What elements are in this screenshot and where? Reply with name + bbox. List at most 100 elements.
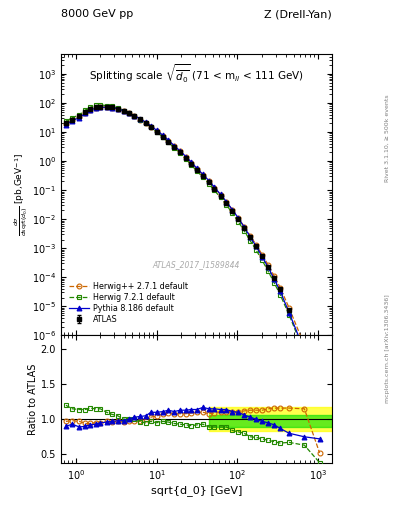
Herwig 7.2.1 default — [317, 362, 322, 368]
Herwig 7.2.1 default — [172, 144, 176, 151]
Text: mcplots.cern.ch [arXiv:1306.3436]: mcplots.cern.ch [arXiv:1306.3436] — [385, 294, 390, 402]
Pythia 8.186 default — [161, 132, 165, 138]
Herwig 7.2.1 default — [266, 268, 270, 274]
Herwig 7.2.1 default — [110, 103, 114, 110]
Herwig 7.2.1 default — [88, 104, 93, 110]
Herwig++ 2.7.1 default — [143, 120, 148, 126]
Herwig++ 2.7.1 default — [93, 105, 98, 111]
Pythia 8.186 default — [93, 105, 98, 111]
Herwig 7.2.1 default — [224, 202, 229, 208]
Pythia 8.186 default — [132, 113, 137, 119]
Text: Splitting scale $\sqrt{\overline{d_0}}$ (71 < m$_{ll}$ < 111 GeV): Splitting scale $\sqrt{\overline{d_0}}$ … — [89, 62, 304, 84]
Herwig 7.2.1 default — [189, 162, 194, 168]
Pythia 8.186 default — [178, 148, 182, 154]
Pythia 8.186 default — [138, 116, 142, 122]
Pythia 8.186 default — [242, 224, 246, 230]
Line: Herwig++ 2.7.1 default: Herwig++ 2.7.1 default — [64, 104, 322, 364]
Herwig 7.2.1 default — [116, 105, 120, 111]
Herwig 7.2.1 default — [302, 350, 307, 356]
Herwig++ 2.7.1 default — [154, 128, 159, 134]
Herwig++ 2.7.1 default — [138, 116, 142, 122]
Herwig 7.2.1 default — [230, 210, 235, 217]
Herwig++ 2.7.1 default — [172, 143, 176, 149]
Y-axis label: $\frac{d\sigma}{d\mathrm{sqrt}(d_0)}$ [pb,GeV$^{-1}$]: $\frac{d\sigma}{d\mathrm{sqrt}(d_0)}$ [p… — [13, 153, 31, 236]
Herwig++ 2.7.1 default — [70, 117, 75, 123]
Herwig 7.2.1 default — [70, 115, 75, 121]
Herwig++ 2.7.1 default — [272, 273, 277, 279]
Herwig++ 2.7.1 default — [104, 104, 109, 110]
Herwig++ 2.7.1 default — [64, 121, 68, 127]
Line: Pythia 8.186 default: Pythia 8.186 default — [64, 105, 322, 359]
Pythia 8.186 default — [254, 243, 259, 249]
Herwig 7.2.1 default — [278, 292, 283, 298]
Herwig++ 2.7.1 default — [266, 262, 270, 268]
Pythia 8.186 default — [302, 348, 307, 354]
Herwig++ 2.7.1 default — [116, 106, 120, 112]
Pythia 8.186 default — [83, 110, 88, 116]
Herwig++ 2.7.1 default — [236, 215, 241, 221]
Herwig 7.2.1 default — [121, 108, 126, 114]
Pythia 8.186 default — [64, 122, 68, 128]
Herwig++ 2.7.1 default — [242, 223, 246, 229]
Pythia 8.186 default — [195, 165, 199, 172]
Herwig 7.2.1 default — [178, 150, 182, 156]
Pythia 8.186 default — [266, 264, 270, 270]
Pythia 8.186 default — [110, 104, 114, 111]
Text: 8000 GeV pp: 8000 GeV pp — [61, 9, 133, 19]
Pythia 8.186 default — [116, 105, 120, 112]
Herwig 7.2.1 default — [166, 139, 171, 145]
Herwig 7.2.1 default — [161, 134, 165, 140]
Text: Rivet 3.1.10, ≥ 500k events: Rivet 3.1.10, ≥ 500k events — [385, 94, 390, 182]
Herwig++ 2.7.1 default — [184, 154, 188, 160]
Herwig 7.2.1 default — [138, 117, 142, 123]
Herwig 7.2.1 default — [149, 124, 153, 131]
Herwig++ 2.7.1 default — [149, 123, 153, 130]
Herwig++ 2.7.1 default — [260, 252, 264, 258]
Herwig 7.2.1 default — [104, 102, 109, 109]
Herwig++ 2.7.1 default — [218, 191, 223, 198]
Herwig++ 2.7.1 default — [189, 160, 194, 166]
Pythia 8.186 default — [172, 142, 176, 148]
Pythia 8.186 default — [149, 123, 153, 129]
Pythia 8.186 default — [218, 191, 223, 198]
Herwig++ 2.7.1 default — [207, 178, 211, 184]
Herwig 7.2.1 default — [93, 102, 98, 109]
Pythia 8.186 default — [200, 172, 205, 178]
Pythia 8.186 default — [207, 178, 211, 184]
Herwig 7.2.1 default — [126, 110, 131, 116]
Herwig++ 2.7.1 default — [178, 148, 182, 155]
Herwig 7.2.1 default — [212, 187, 217, 194]
Herwig++ 2.7.1 default — [278, 285, 283, 291]
Pythia 8.186 default — [224, 199, 229, 205]
Herwig 7.2.1 default — [242, 228, 246, 234]
Herwig++ 2.7.1 default — [302, 342, 307, 348]
Pythia 8.186 default — [272, 276, 277, 282]
Herwig 7.2.1 default — [132, 113, 137, 119]
Herwig 7.2.1 default — [207, 181, 211, 187]
Pythia 8.186 default — [287, 310, 292, 316]
Pythia 8.186 default — [166, 137, 171, 143]
Pythia 8.186 default — [121, 108, 126, 114]
Herwig++ 2.7.1 default — [248, 232, 253, 239]
Text: ATLAS_2017_I1589844: ATLAS_2017_I1589844 — [153, 261, 240, 269]
Pythia 8.186 default — [189, 159, 194, 165]
Pythia 8.186 default — [98, 104, 103, 111]
Herwig 7.2.1 default — [200, 174, 205, 180]
Herwig++ 2.7.1 default — [132, 113, 137, 119]
Pythia 8.186 default — [317, 354, 322, 360]
Pythia 8.186 default — [278, 288, 283, 294]
Herwig 7.2.1 default — [143, 120, 148, 126]
Pythia 8.186 default — [236, 215, 241, 221]
Herwig++ 2.7.1 default — [195, 165, 199, 172]
Herwig++ 2.7.1 default — [126, 110, 131, 116]
Herwig 7.2.1 default — [83, 107, 88, 113]
Line: Herwig 7.2.1 default: Herwig 7.2.1 default — [64, 102, 322, 368]
Herwig 7.2.1 default — [154, 129, 159, 135]
Legend: Herwig++ 2.7.1 default, Herwig 7.2.1 default, Pythia 8.186 default, ATLAS: Herwig++ 2.7.1 default, Herwig 7.2.1 def… — [68, 281, 189, 326]
Herwig++ 2.7.1 default — [287, 305, 292, 311]
Herwig++ 2.7.1 default — [200, 172, 205, 178]
Herwig 7.2.1 default — [254, 247, 259, 253]
Y-axis label: Ratio to ATLAS: Ratio to ATLAS — [28, 364, 38, 435]
Herwig 7.2.1 default — [98, 102, 103, 108]
X-axis label: sqrt{d_0} [GeV]: sqrt{d_0} [GeV] — [151, 485, 242, 496]
